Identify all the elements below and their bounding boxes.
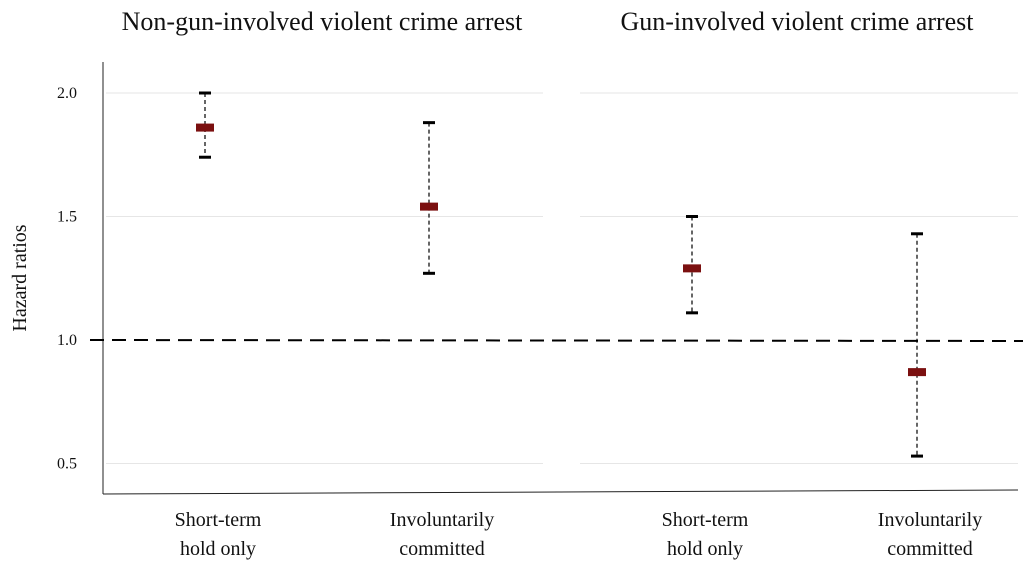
reference-line [89, 339, 1023, 342]
x-tick-label: hold only [667, 538, 743, 560]
axes [102, 62, 1019, 495]
panel-title: Gun-involved violent crime arrest [620, 7, 974, 36]
x-tick-label: Short-term [175, 509, 262, 531]
x-axis-line [102, 489, 1019, 495]
point-estimate-marker [196, 123, 214, 132]
gridlines [106, 92, 1018, 464]
panel-1: Non-gun-involved violent crime arrest Sho… [122, 7, 523, 560]
x-tick-label: Involuntarily [878, 509, 982, 531]
y-tick-labels: 0.5 1.0 1.5 2.0 [57, 85, 77, 473]
point-estimate-marker [683, 264, 701, 273]
panel-title: Non-gun-involved violent crime arrest [122, 7, 523, 36]
x-tick-label: committed [399, 538, 485, 560]
y-tick-label: 0.5 [57, 456, 77, 473]
x-tick-label: Short-term [662, 509, 749, 531]
x-tick-label: hold only [180, 538, 256, 560]
y-tick-label: 2.0 [57, 85, 77, 102]
y-tick-label: 1.5 [57, 209, 77, 226]
y-axis-label: Hazard ratios [9, 224, 31, 331]
panel-2: Gun-involved violent crime arrest Short-t… [620, 7, 982, 560]
point-estimate-marker [420, 202, 438, 211]
panels: Non-gun-involved violent crime arrest Sho… [122, 7, 983, 560]
reference-line-group [89, 339, 1023, 342]
y-tick-label: 1.0 [57, 332, 77, 349]
x-tick-label: committed [887, 538, 973, 560]
point-estimate-marker [908, 368, 926, 377]
x-tick-label: Involuntarily [390, 509, 494, 531]
